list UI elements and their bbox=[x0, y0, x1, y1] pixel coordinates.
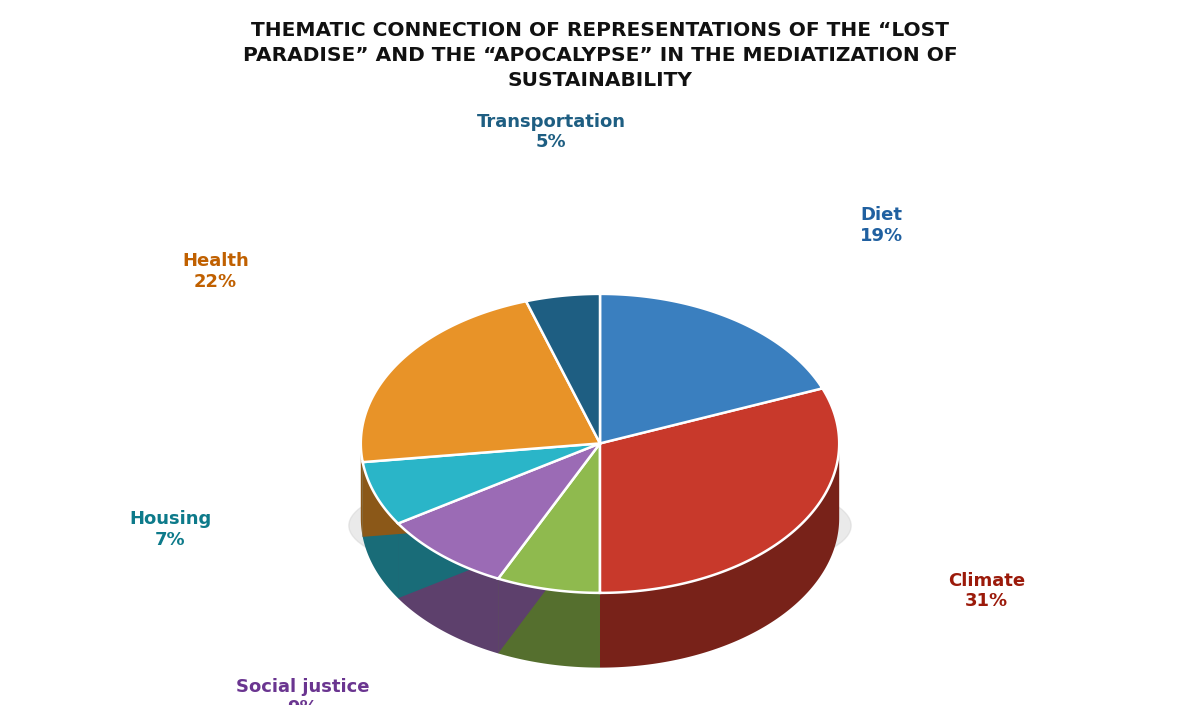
Polygon shape bbox=[362, 462, 398, 599]
Polygon shape bbox=[361, 301, 600, 462]
Polygon shape bbox=[498, 443, 600, 593]
Polygon shape bbox=[600, 388, 839, 593]
Polygon shape bbox=[600, 443, 839, 668]
Text: Health
22%: Health 22% bbox=[182, 252, 248, 291]
Polygon shape bbox=[398, 443, 600, 599]
Text: Climate
31%: Climate 31% bbox=[948, 572, 1025, 611]
Text: THEMATIC CONNECTION OF REPRESENTATIONS OF THE “LOST
PARADISE” AND THE “APOCALYPS: THEMATIC CONNECTION OF REPRESENTATIONS O… bbox=[242, 21, 958, 90]
Polygon shape bbox=[362, 443, 600, 537]
Text: Diet
19%: Diet 19% bbox=[859, 206, 902, 245]
Polygon shape bbox=[362, 443, 600, 524]
Polygon shape bbox=[362, 443, 600, 537]
Polygon shape bbox=[398, 443, 600, 599]
Polygon shape bbox=[498, 443, 600, 654]
Text: Transportation
5%: Transportation 5% bbox=[476, 113, 625, 152]
Polygon shape bbox=[398, 443, 600, 579]
Polygon shape bbox=[498, 579, 600, 668]
Ellipse shape bbox=[349, 466, 851, 585]
Polygon shape bbox=[600, 294, 822, 443]
Polygon shape bbox=[498, 443, 600, 654]
Polygon shape bbox=[361, 443, 362, 537]
Polygon shape bbox=[398, 524, 498, 654]
Text: Housing
7%: Housing 7% bbox=[128, 510, 211, 548]
Text: Social justice
9%: Social justice 9% bbox=[236, 678, 370, 705]
Polygon shape bbox=[526, 294, 600, 443]
